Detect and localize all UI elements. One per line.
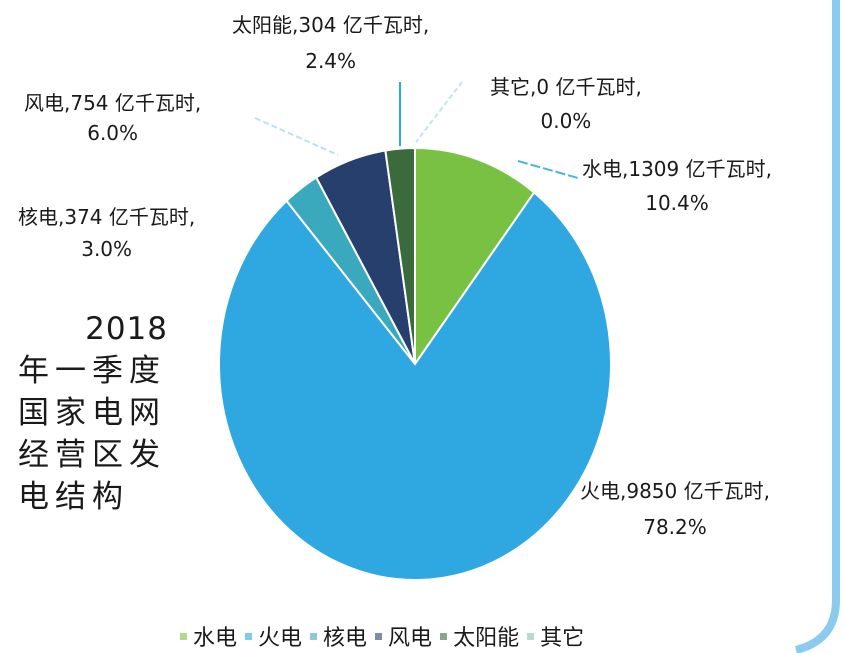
chart-title: 2018 年一季度 国家电网 经营区发 电结构 — [18, 308, 178, 518]
label-percent: 3.0% — [81, 237, 133, 261]
title-line: 经营区发 — [18, 437, 166, 473]
legend-item: 核电 — [310, 620, 367, 652]
label-text: 核电,374 亿千瓦时, — [18, 205, 196, 229]
leader-line-hydro — [517, 160, 579, 179]
title-line: 年一季度 — [18, 353, 166, 389]
data-label-thermal: 火电,9850 亿千瓦时, 78.2% — [580, 478, 770, 540]
pie-slice-4 — [384, 146, 416, 365]
pie-slice-0 — [414, 146, 536, 368]
legend-label: 其它 — [540, 626, 585, 651]
legend-label: 风电 — [388, 626, 433, 651]
data-label-other: 其它,0 亿千瓦时, 0.0% — [490, 74, 642, 134]
label-text: 太阳能,304 亿千瓦时, — [232, 13, 430, 37]
label-percent: 6.0% — [87, 121, 139, 145]
legend-label: 水电 — [193, 626, 238, 651]
legend-swatch — [245, 632, 253, 640]
legend-item: 太阳能 — [440, 620, 519, 652]
leader-line-wind — [254, 117, 339, 156]
data-label-wind: 风电,754 亿千瓦时, 6.0% — [24, 90, 201, 146]
label-text: 火电,9850 亿千瓦时, — [580, 479, 770, 503]
data-label-nuclear: 核电,374 亿千瓦时, 3.0% — [18, 204, 195, 262]
legend-item: 风电 — [375, 620, 432, 652]
legend-swatch — [375, 632, 383, 640]
title-line: 2018 — [85, 311, 168, 347]
legend-item: 火电 — [245, 620, 302, 652]
label-percent: 0.0% — [540, 109, 592, 133]
label-percent: 2.4% — [305, 49, 357, 73]
data-label-hydro: 水电,1309 亿千瓦时, 10.4% — [582, 156, 772, 216]
legend-item: 其它 — [527, 620, 584, 652]
label-text: 风电,754 亿千瓦时, — [24, 91, 202, 115]
legend-swatch — [440, 632, 448, 640]
frame-border — [794, 0, 840, 653]
legend-swatch — [527, 632, 535, 640]
title-line: 国家电网 — [18, 395, 166, 431]
data-label-solar: 太阳能,304 亿千瓦时, 2.4% — [232, 12, 429, 74]
legend: 水电 火电 核电 风电 太阳能 其它 — [180, 620, 588, 652]
pie-slice-1 — [218, 190, 612, 581]
label-percent: 10.4% — [645, 191, 709, 215]
legend-label: 火电 — [258, 626, 303, 651]
legend-swatch — [310, 632, 318, 640]
legend-label: 太阳能 — [453, 626, 520, 651]
label-text: 其它,0 亿千瓦时, — [490, 75, 642, 99]
legend-swatch — [180, 632, 187, 640]
label-percent: 78.2% — [643, 515, 707, 539]
title-line: 电结构 — [18, 479, 129, 515]
leader-line-other — [415, 81, 463, 143]
legend-label: 核电 — [323, 626, 368, 651]
label-text: 水电,1309 亿千瓦时, — [582, 157, 772, 181]
legend-item: 水电 — [180, 620, 237, 652]
